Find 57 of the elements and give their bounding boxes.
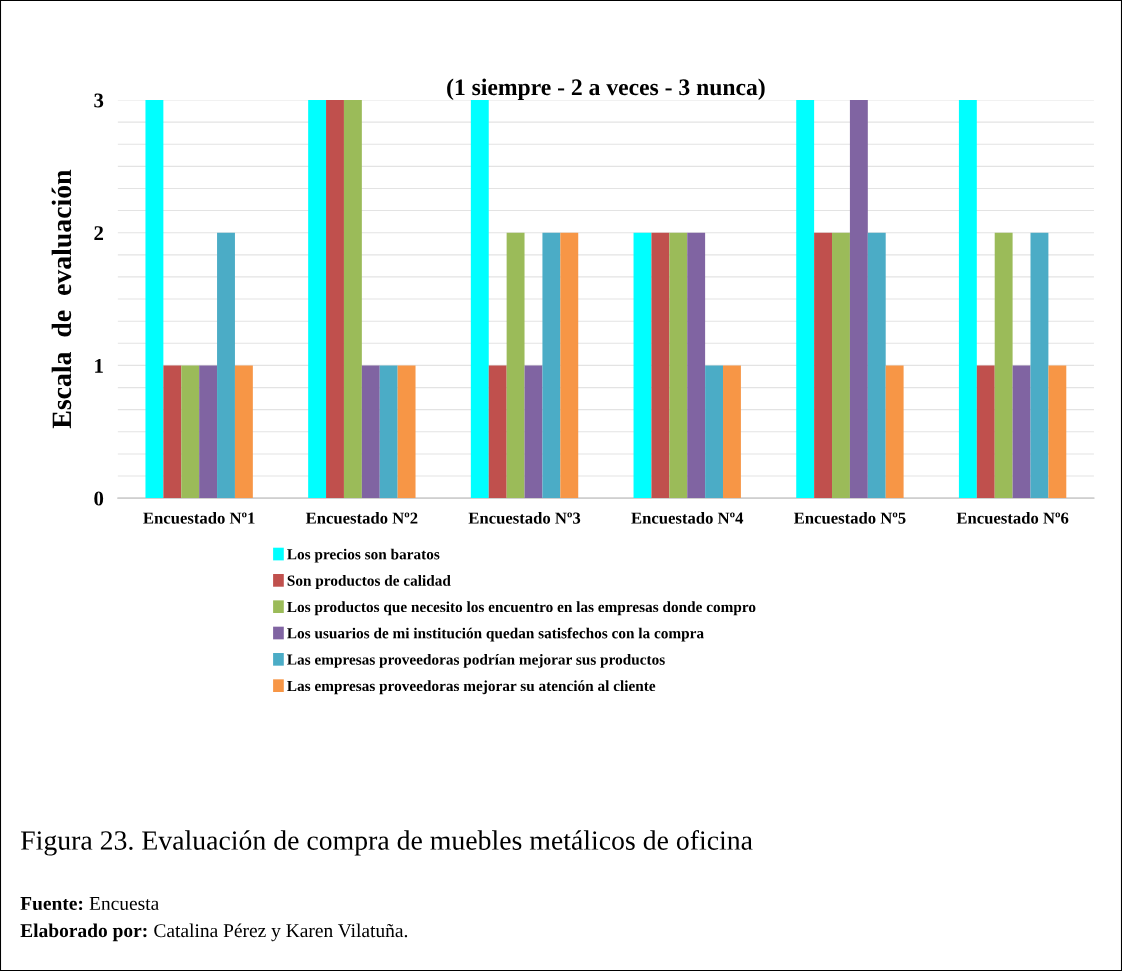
bar [1030,232,1049,499]
legend-label: Los precios son baratos [287,548,440,563]
x-tick-label: Encuestado Nº3 [468,512,581,524]
legend-label: Los usuarios de mi institución quedan satisfechos con la compra [287,627,704,642]
legend-label: Los productos que necesito los encuentro en las empresas donde compro [287,601,756,616]
legend-label: Son productos de calidad [287,575,451,589]
bar [705,365,724,499]
bar [814,232,833,499]
bar [524,365,543,499]
bar [326,100,344,499]
legend-label: Las empresas proveedoras podrían mejorar sus productos [287,653,665,668]
bar [832,232,850,499]
legend-label: Las empresas proveedoras mejorar su atención al cliente [287,680,656,695]
bar [560,232,579,499]
bar [217,232,235,499]
source-note: Fuente: Encuesta [20,897,159,911]
bar [849,100,868,499]
x-tick-label: Encuestado Nº6 [956,512,1069,524]
bar [669,232,688,499]
bar [1012,365,1031,499]
bar [343,100,362,499]
bar [506,232,525,499]
bar [542,232,561,499]
y-tick-label: 3 [94,93,104,108]
y-tick-label: 2 [94,226,104,240]
bar [163,365,182,499]
bar [976,365,995,499]
y-tick-label: 1 [95,358,103,373]
chart-title: (1 siempre - 2 a veces - 3 nunca) [447,78,765,101]
bar [361,365,380,499]
bar [470,100,489,499]
bar [234,365,253,499]
bar [145,100,164,499]
bar [651,232,670,499]
bar [397,365,416,499]
bar [379,365,398,499]
bar [308,100,327,499]
bar [867,232,886,499]
y-axis-title: Escala de evaluación [51,169,72,429]
x-tick-label: Encuestado Nº4 [631,512,744,524]
bar [633,232,652,499]
bar [994,232,1013,499]
bar [958,100,977,499]
bar [723,365,741,499]
text: Elaborado por: Catalina Pérez y Karen Vilatuña. [20,923,408,942]
y-tick-label: 0 [94,491,104,506]
bar [181,365,200,499]
x-tick-label: Encuestado Nº1 [143,512,255,524]
text: Figura 23. Evaluación de compra de muebles metálicos de oficina [20,830,753,856]
bar [1048,365,1067,499]
bar [796,100,815,499]
bar [199,365,218,499]
bar [687,232,706,499]
x-tick-label: Encuestado Nº5 [793,512,906,524]
bar [885,365,904,499]
x-tick-label: Encuestado Nº2 [305,512,418,524]
bar [488,365,507,499]
